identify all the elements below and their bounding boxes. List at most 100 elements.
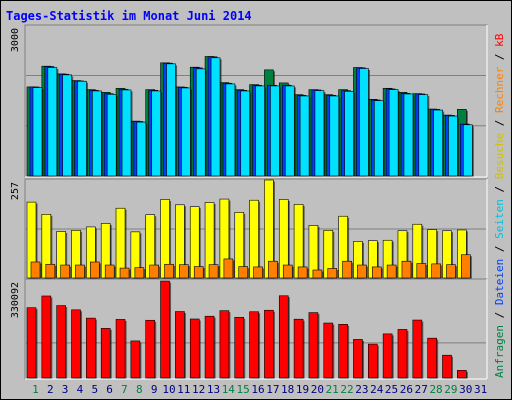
bar-seiten-day-22 [344,90,354,177]
bar-kb-day-21 [323,322,334,379]
bar-seiten-day-25 [388,89,399,177]
x-tick-label-day-6: 6 [106,383,113,396]
bar-rechner-day-18 [282,264,293,279]
bar-rechner-day-5 [90,261,100,279]
bar-kb-day-24 [367,343,378,379]
bar-rechner-day-19 [297,266,308,279]
bar-rechner-day-10 [164,263,174,279]
bar-kb-day-23 [353,339,363,379]
bar-rechner-day-26 [401,260,412,279]
x-tick-label-day-31: 31 [474,383,487,396]
bar-rechner-day-7 [119,267,130,279]
x-tick-label-day-12: 12 [192,383,205,396]
bar-seiten-day-29 [448,115,458,177]
bar-kb-day-4 [71,309,81,379]
bar-rechner-day-16 [253,266,263,279]
x-tick-label-day-20: 20 [311,383,324,396]
bar-seiten-day-20 [314,90,325,177]
bar-seiten-day-1 [32,87,43,177]
x-tick-label-day-7: 7 [121,383,128,396]
bar-seiten-day-5 [92,90,102,177]
bar-seiten-day-27 [418,94,429,177]
legend-separator: / [493,47,506,67]
bar-seiten-day-15 [240,90,251,177]
legend-right: Anfragen / Dateien / Seiten / Besuche / … [493,33,506,378]
bar-seiten-day-16 [255,85,265,177]
panel-bottom: 330092 [10,278,488,380]
bar-rechner-day-4 [75,264,85,279]
bar-seiten-day-30 [463,124,473,177]
x-tick-label-day-3: 3 [62,383,69,396]
bar-seiten-day-9 [151,90,162,177]
bar-seiten-day-7 [121,89,132,177]
bar-rechner-day-22 [342,260,352,279]
bar-rechner-day-3 [60,264,70,279]
bar-kb-day-25 [382,333,393,379]
bar-kb-day-16 [249,311,259,379]
x-tick-label-day-5: 5 [91,383,98,396]
bar-kb-day-14 [219,310,230,379]
bar-besuche-day-7 [115,207,126,279]
chart-title: Tages-Statistik im Monat Juni 2014 [6,9,252,23]
bar-seiten-day-3 [62,74,72,177]
x-tick-label-day-2: 2 [47,383,54,396]
x-tick-label-day-27: 27 [415,383,428,396]
panels-layer: 3000 257 330092 [10,24,488,380]
bar-kb-day-9 [145,319,156,379]
panel-top: 3000 [10,24,488,178]
bar-seiten-day-13 [210,57,221,177]
bar-rechner-day-20 [312,269,323,279]
bar-kb-day-18 [278,295,289,379]
x-tick-label-day-16: 16 [251,383,264,396]
bar-kb-day-5 [86,317,96,379]
bar-kb-day-3 [56,305,66,379]
x-tick-label-day-21: 21 [326,383,339,396]
x-axis-labels: 1 2 3 4 5 6 7 8 9 10 11 12 13 14 15 16 17 18 19 20 21 22 23 24 2… [32,383,487,396]
panel-middle: 257 [10,178,488,280]
bar-kb-day-27 [412,319,423,379]
series-kb [26,280,468,379]
bar-rechner-day-8 [134,267,145,279]
bar-kb-day-7 [115,319,126,379]
bar-seiten-day-6 [106,94,117,177]
series-rechner [30,254,472,279]
bar-kb-day-2 [41,295,52,379]
bar-seiten-day-21 [329,95,340,177]
bar-rechner-day-23 [357,264,367,279]
bar-seiten-day-4 [77,80,87,177]
y-tick-label-bottom: 330092 [10,282,21,318]
bar-seiten-day-26 [403,93,414,177]
legend-separator: / [493,179,506,199]
x-tick-label-day-22: 22 [340,383,353,396]
bar-besuche-day-16 [249,199,259,279]
x-tick-label-day-19: 19 [296,383,309,396]
legend-item-besuche: Besuche [493,133,506,179]
bar-seiten-day-11 [181,87,191,177]
bar-seiten-day-24 [373,100,384,177]
bar-rechner-day-25 [386,264,397,279]
x-tick-label-day-30: 30 [459,383,472,396]
x-tick-label-day-9: 9 [151,383,158,396]
bar-seiten-day-8 [136,121,147,177]
legend-item-seiten: Seiten [493,199,506,239]
x-tick-label-day-14: 14 [222,383,236,396]
bar-seiten-day-17 [270,85,280,177]
x-tick-label-day-23: 23 [355,383,368,396]
bar-kb-day-30 [457,370,467,379]
x-tick-label-day-17: 17 [266,383,279,396]
bar-rechner-day-21 [327,268,338,279]
bar-rechner-day-9 [149,264,160,279]
bar-rechner-day-30 [461,254,471,279]
bar-seiten-day-18 [284,85,295,177]
bar-rechner-day-27 [416,263,427,279]
bar-rechner-day-24 [371,266,382,279]
x-tick-label-day-8: 8 [136,383,143,396]
bar-kb-day-19 [293,318,304,379]
bar-kb-day-17 [264,309,274,379]
bar-kb-day-28 [427,337,437,379]
bar-rechner-day-11 [179,264,189,279]
bar-rechner-day-13 [208,264,219,279]
x-tick-label-day-25: 25 [385,383,398,396]
bar-rechner-day-17 [268,260,278,279]
